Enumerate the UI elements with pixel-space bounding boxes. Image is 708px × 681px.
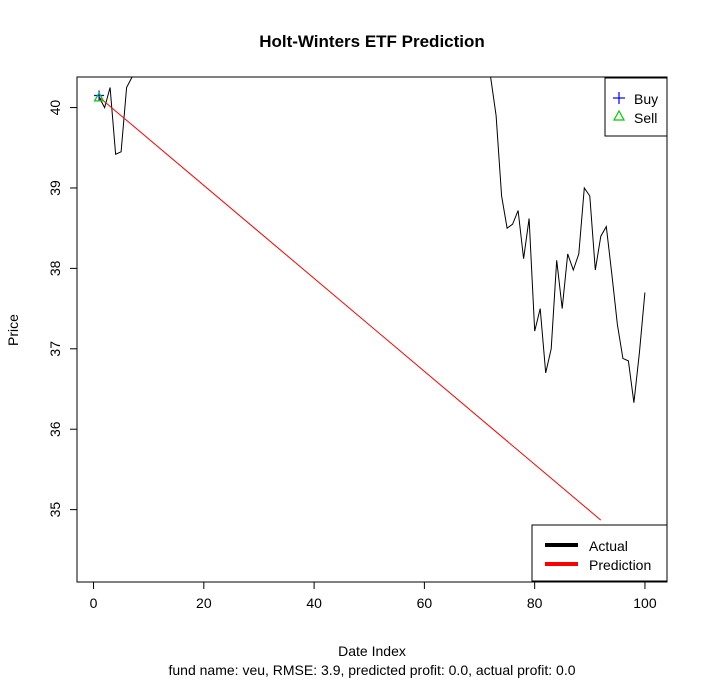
- chart-title: Holt-Winters ETF Prediction: [259, 32, 485, 51]
- legend-sell-marker: [612, 109, 626, 121]
- x-axis: 0 20 40 60 80 100: [90, 581, 657, 611]
- series-layer: [98, 77, 646, 521]
- y-tick-label: 35: [47, 502, 63, 518]
- y-axis: 35 36 37 38 39 40: [47, 100, 78, 518]
- legend-sell-label: Sell: [634, 110, 657, 126]
- legend-lines-box: [531, 524, 668, 582]
- y-tick-label: 36: [47, 421, 63, 437]
- x-tick-label: 80: [527, 595, 543, 611]
- legend-actual-label: Actual: [589, 538, 628, 554]
- marker-layer: [93, 90, 105, 102]
- x-tick-label: 60: [417, 595, 433, 611]
- y-tick-label: 39: [47, 180, 63, 196]
- series-line-actual: [98, 77, 646, 403]
- y-tick-label: 37: [47, 341, 63, 357]
- y-tick-label: 38: [47, 260, 63, 276]
- x-tick-label: 0: [90, 595, 98, 611]
- x-tick-label: 100: [633, 595, 657, 611]
- legend-buy-sell-box: [604, 77, 668, 137]
- chart-subtitle: fund name: veu, RMSE: 3.9, predicted pro…: [169, 662, 576, 678]
- x-tick-label: 40: [306, 595, 322, 611]
- sell-marker: [93, 91, 105, 102]
- x-axis-label: Date Index: [338, 643, 406, 659]
- legend-actual-prediction: Actual Prediction: [531, 524, 668, 582]
- legend-buy-sell: Buy Sell: [604, 77, 668, 137]
- series-line-prediction: [98, 96, 602, 521]
- legend-prediction-label: Prediction: [589, 557, 651, 573]
- plot-frame: [76, 76, 668, 583]
- x-tick-label: 20: [196, 595, 212, 611]
- legend-buy-label: Buy: [634, 91, 658, 107]
- y-axis-label: Price: [5, 314, 21, 346]
- y-tick-label: 40: [47, 100, 63, 116]
